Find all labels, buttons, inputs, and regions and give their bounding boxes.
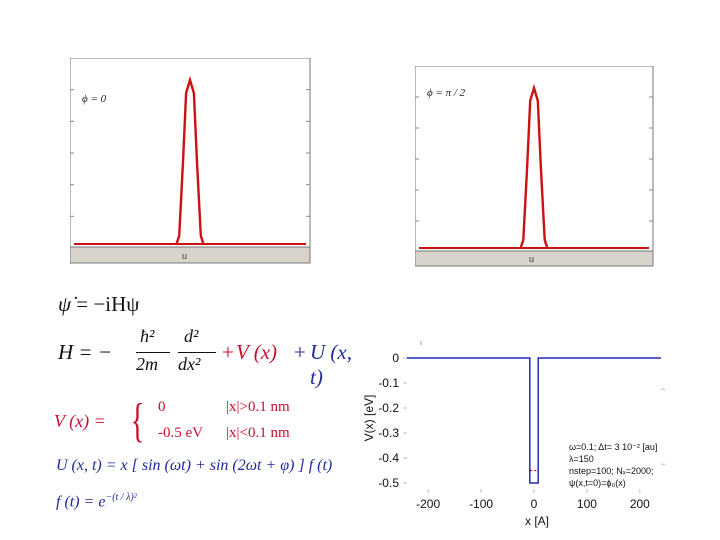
dx-squared: dx² xyxy=(178,354,201,374)
drive-equation: U (x, t) = x [ sin (ωt) + sin (2ωt + φ) … xyxy=(56,457,333,474)
potential-axes: 0 -0.1 -0.2 -0.3 -0.4 -0.5 -200 -100 0 100 200 xyxy=(378,351,665,511)
u-term: U (x, t) xyxy=(310,340,352,389)
wave-curve xyxy=(519,83,549,249)
floor-band xyxy=(70,246,311,264)
x-axis-label: u xyxy=(182,251,187,261)
psi-dot: ψ̇ xyxy=(58,292,72,316)
fraction-bar-1 xyxy=(136,352,170,353)
v-term: V (x) xyxy=(236,340,278,364)
x-tick-label: 200 xyxy=(630,497,650,511)
wave-curve xyxy=(175,75,205,245)
x-tick-label: -100 xyxy=(469,497,493,511)
info-line: ψ(x,t=0)=ϕ₀(x) xyxy=(569,478,626,488)
envelope-exponent: −(t / λ)² xyxy=(105,492,137,503)
plot-frame xyxy=(415,66,654,253)
fraction-bar-2 xyxy=(178,352,216,353)
y-tick-label: -0.3 xyxy=(378,426,399,440)
envelope-lhs: f (t) = e xyxy=(56,493,106,511)
schrodinger-equation: ψ̇ = −iHψ xyxy=(58,292,139,317)
potential-chart: 0 -0.1 -0.2 -0.3 -0.4 -0.5 -200 -100 0 100 200 V(x… xyxy=(362,341,665,528)
schrodinger-rhs: = −iHψ xyxy=(76,292,140,316)
case2-condition: |x|<0.1 nm xyxy=(226,425,290,441)
hamiltonian-lhs: H = − xyxy=(58,340,113,364)
y-tick-label: 0 xyxy=(392,351,399,365)
plus-sign: + xyxy=(294,340,306,364)
y-axis-label: V(x) [eV] xyxy=(362,395,376,442)
envelope-equation: f (t) = e−(t / λ)² xyxy=(56,492,137,511)
plot-ticks xyxy=(70,89,310,217)
wave-plot-phi-pi-2: u ϕ = π / 2 xyxy=(415,66,654,267)
info-line: nstep=100; Nₓ=2000; xyxy=(569,466,654,476)
left-brace: { xyxy=(130,394,145,447)
simulation-info: ω=0.1; Δt= 3 10⁻² [au] λ=150 nstep=100; … xyxy=(569,442,657,488)
x-axis-label: u xyxy=(529,254,534,264)
x-tick-label: 100 xyxy=(577,497,597,511)
info-line: ω=0.1; Δt= 3 10⁻² [au] xyxy=(569,442,657,452)
plus-sign: + xyxy=(222,340,234,364)
plot-frame xyxy=(70,58,311,249)
y-tick-label: -0.4 xyxy=(378,451,399,465)
potential-line xyxy=(407,357,661,484)
hamiltonian-equation: H = − ħ² 2m d² dx² + V (x) + U (x, t) xyxy=(58,326,358,389)
y-tick-label: -0.2 xyxy=(378,401,399,415)
phase-annotation: ϕ = π / 2 xyxy=(427,87,466,99)
floor-band xyxy=(415,250,654,267)
x-tick-label: -200 xyxy=(416,497,440,511)
potential-definition: V (x) = { 0 |x|>0.1 nm -0.5 eV |x|<0.1 n… xyxy=(54,394,294,449)
case2-value: -0.5 eV xyxy=(158,425,203,441)
phase-annotation: ϕ = 0 xyxy=(82,93,107,105)
plot-ticks xyxy=(415,96,653,222)
y-tick-label: -0.1 xyxy=(378,376,399,390)
case1-condition: |x|>0.1 nm xyxy=(226,399,290,415)
d-squared: d² xyxy=(184,326,199,346)
case1-value: 0 xyxy=(158,399,166,415)
potential-lhs: V (x) = xyxy=(54,411,106,431)
x-tick-label: 0 xyxy=(531,497,538,511)
y-tick-label: -0.5 xyxy=(378,476,399,490)
info-line: λ=150 xyxy=(569,454,594,464)
wave-plot-phi-0: u ϕ = 0 xyxy=(70,58,311,264)
hbar-squared: ħ² xyxy=(140,326,155,346)
two-m: 2m xyxy=(136,354,158,374)
x-axis-label: x [A] xyxy=(525,514,549,528)
